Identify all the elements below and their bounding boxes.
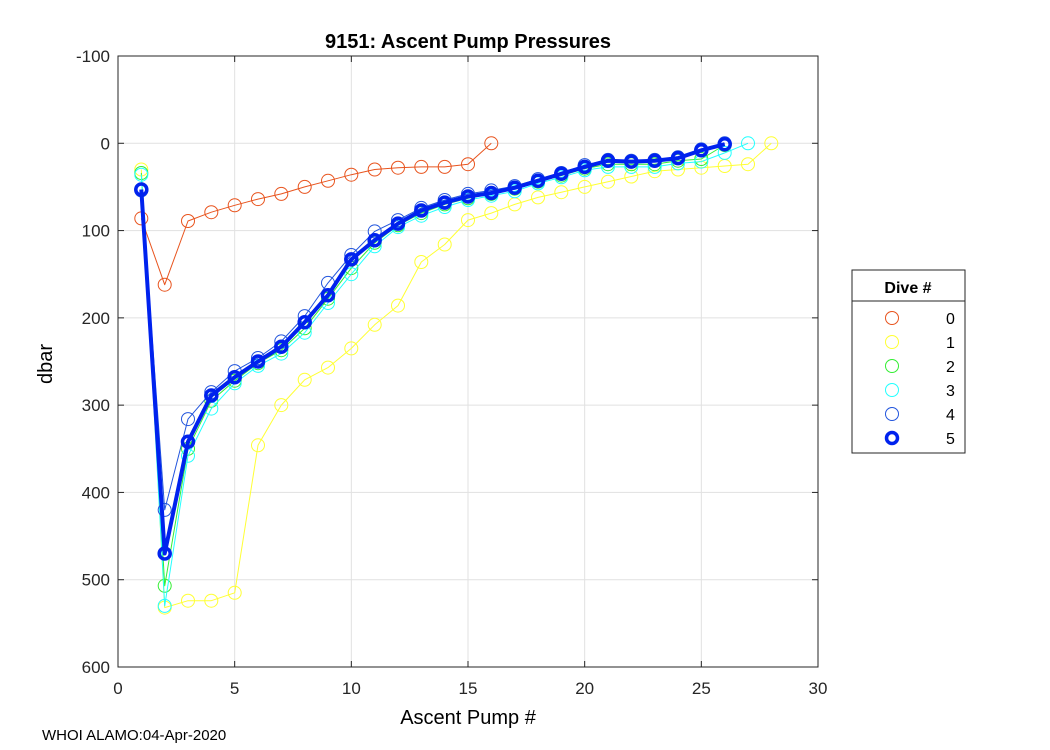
y-tick-label: -100	[76, 47, 110, 66]
legend-label-3: 3	[946, 383, 955, 400]
footer-text: WHOI ALAMO:04-Apr-2020	[42, 727, 226, 744]
legend-label-1: 1	[946, 335, 955, 352]
x-tick-label: 15	[459, 679, 478, 698]
legend-label-0: 0	[946, 311, 955, 328]
y-tick-label: 100	[82, 222, 110, 241]
y-tick-label: 200	[82, 309, 110, 328]
x-axis-label: Ascent Pump #	[400, 707, 537, 729]
y-tick-label: 600	[82, 658, 110, 677]
y-tick-label: 400	[82, 483, 110, 502]
plot-area: 0 5 10 15 20 25 30 -100 0 100 200 300 400 500 600	[76, 47, 827, 698]
legend-label-4: 4	[946, 407, 955, 424]
x-tick-label: 20	[575, 679, 594, 698]
y-tick-label: 500	[82, 571, 110, 590]
x-tick-label: 5	[230, 679, 239, 698]
x-tick-label: 10	[342, 679, 361, 698]
x-tick-label: 30	[809, 679, 828, 698]
x-tick-label: 25	[692, 679, 711, 698]
y-tick-label: 0	[101, 134, 110, 153]
legend: Dive # 0 1 2 3 4 5	[852, 270, 965, 453]
chart-title: 9151: Ascent Pump Pressures	[325, 31, 611, 53]
y-tick-label: 300	[82, 396, 110, 415]
legend-label-2: 2	[946, 359, 955, 376]
x-tick-label: 0	[113, 679, 122, 698]
y-axis-label: dbar	[35, 344, 57, 384]
legend-title: Dive #	[884, 280, 931, 297]
legend-label-5: 5	[946, 431, 955, 448]
